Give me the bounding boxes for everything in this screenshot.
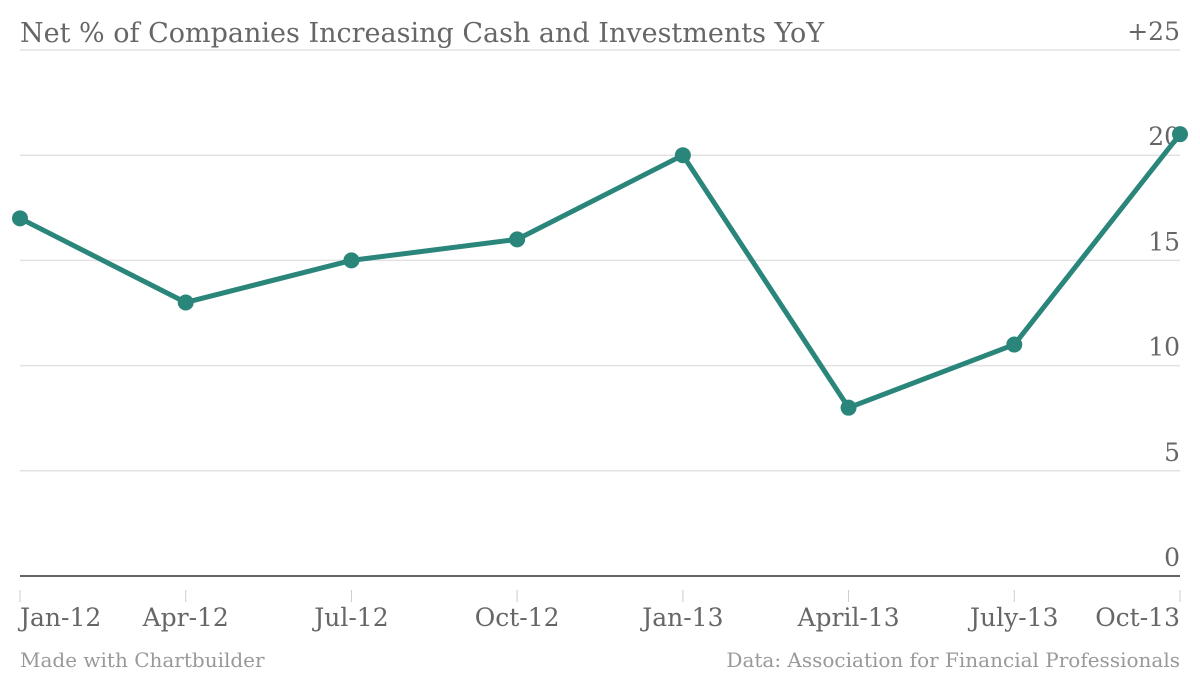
gridlines <box>20 49 1180 577</box>
chart-title: Net % of Companies Increasing Cash and I… <box>20 18 825 49</box>
data-point[interactable] <box>674 147 691 164</box>
y-tick-label: +25 <box>1127 17 1180 46</box>
data-point[interactable] <box>12 210 28 227</box>
x-tick-label: Oct-13 <box>1095 603 1180 632</box>
x-tick-label: Oct-12 <box>475 603 560 632</box>
footer-source: Data: Association for Financial Professi… <box>726 648 1180 672</box>
y-tick-label: 5 <box>1164 438 1180 467</box>
series-line <box>17 131 1183 411</box>
data-point[interactable] <box>509 231 526 248</box>
data-point[interactable] <box>177 294 194 311</box>
data-point[interactable] <box>1172 126 1188 143</box>
data-point[interactable] <box>1006 336 1023 353</box>
x-tick-label: July-13 <box>967 603 1059 632</box>
data-point[interactable] <box>840 399 857 416</box>
y-tick-label: 10 <box>1148 333 1180 362</box>
y-tick-label: 15 <box>1148 227 1180 256</box>
y-tick-label: 0 <box>1164 543 1180 572</box>
x-axis-ticks: Jan-12 Apr-12 Jul-12 Oct-12 Jan-13 April-13 Ju… <box>17 590 1181 632</box>
series-layer <box>12 126 1188 416</box>
footer-credit: Made with Chartbuilder <box>20 648 265 672</box>
x-tick-label: Apr-12 <box>142 603 229 632</box>
x-tick-label: Jan-12 <box>17 603 101 632</box>
x-tick-label: Jan-13 <box>639 603 723 632</box>
data-point[interactable] <box>343 252 360 269</box>
x-tick-label: Jul-12 <box>311 603 388 632</box>
x-tick-label: April-13 <box>796 603 899 632</box>
